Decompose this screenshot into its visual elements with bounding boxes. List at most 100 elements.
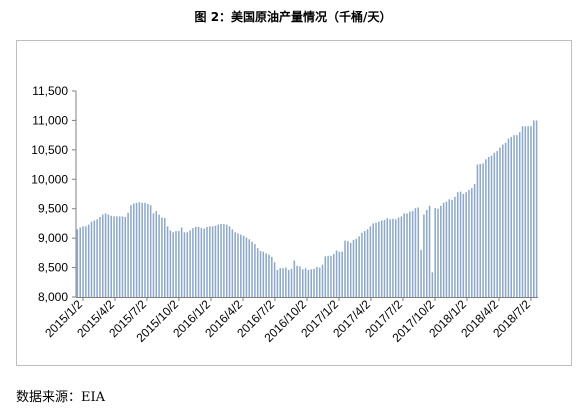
bar	[431, 272, 434, 297]
bar	[341, 251, 343, 297]
y-tick-label: 9,500	[38, 202, 68, 216]
bar	[248, 239, 251, 297]
bar	[124, 216, 127, 297]
bar	[152, 213, 155, 297]
bar	[513, 135, 515, 297]
bar	[161, 217, 163, 297]
bar	[504, 142, 507, 297]
bar	[487, 156, 490, 297]
bar	[375, 222, 377, 297]
bar	[347, 241, 349, 297]
bar	[183, 232, 186, 297]
bar	[372, 223, 374, 297]
bar	[468, 189, 470, 297]
bar	[223, 224, 225, 297]
bar	[220, 224, 222, 297]
bar	[99, 216, 101, 297]
bar	[400, 216, 403, 297]
bar	[361, 232, 363, 297]
bar	[271, 256, 273, 297]
bar	[282, 268, 284, 297]
bar	[197, 226, 200, 297]
bar	[406, 213, 408, 297]
bar	[420, 249, 422, 297]
bar	[256, 248, 259, 297]
bar	[302, 269, 304, 297]
bar	[287, 269, 290, 297]
bar	[502, 144, 504, 297]
bar	[442, 202, 445, 297]
bar	[324, 256, 327, 297]
bar	[130, 205, 132, 297]
bar	[386, 218, 389, 297]
y-tick-label: 10,000	[31, 172, 68, 186]
bar	[206, 226, 208, 297]
bar	[516, 135, 518, 297]
bar	[211, 226, 214, 297]
bar	[240, 234, 242, 297]
bar	[510, 136, 513, 297]
bar	[82, 226, 84, 297]
bar	[276, 269, 279, 297]
bar	[521, 126, 524, 297]
bar	[79, 227, 81, 297]
y-tick-label: 8,000	[38, 290, 68, 304]
bar	[166, 226, 169, 297]
bar	[363, 231, 366, 297]
bar	[107, 214, 110, 297]
bar	[369, 226, 372, 297]
bar	[144, 202, 146, 297]
bar	[96, 219, 98, 297]
bar	[349, 242, 352, 297]
bar	[194, 226, 197, 297]
bar	[380, 220, 383, 297]
bar	[456, 192, 459, 297]
bar	[175, 231, 177, 297]
bar	[93, 220, 96, 297]
bar	[459, 191, 462, 297]
bar	[104, 213, 107, 297]
bar	[414, 208, 417, 297]
chart-title: 图 2：美国原油产量情况（千桶/天）	[194, 10, 392, 24]
y-tick-label: 11,500	[32, 84, 68, 98]
bar	[163, 218, 166, 297]
bar	[127, 212, 129, 297]
bar	[101, 214, 104, 297]
bar	[448, 199, 451, 297]
bar	[251, 241, 253, 297]
bar	[147, 204, 149, 297]
chart-frame: 8,000 8,500 9,000 9,500 10,000 10,500 11,000 11…	[16, 40, 572, 366]
bar	[234, 232, 236, 297]
bar	[425, 209, 428, 297]
bar	[110, 215, 112, 297]
bar	[451, 199, 453, 297]
bar	[490, 155, 493, 297]
bar	[344, 240, 346, 297]
bar	[138, 202, 141, 297]
y-tick-label: 10,500	[31, 143, 68, 157]
bar	[318, 267, 321, 297]
data-source-note: 数据来源：EIA	[16, 390, 106, 405]
bar	[479, 163, 482, 297]
bar	[366, 229, 369, 297]
bar	[116, 216, 118, 297]
bar	[471, 188, 473, 297]
bar	[304, 268, 307, 297]
y-tick-label: 11,000	[32, 113, 68, 127]
bar	[321, 264, 324, 297]
bar	[180, 227, 183, 297]
bar	[434, 208, 436, 297]
bar	[409, 211, 411, 297]
bar	[493, 152, 496, 297]
bar	[485, 159, 487, 297]
bar	[121, 216, 124, 297]
bar	[296, 265, 298, 297]
bar	[285, 267, 287, 297]
bar	[155, 211, 158, 297]
bar	[259, 251, 262, 297]
bar	[225, 224, 228, 297]
bar	[507, 138, 510, 297]
bar	[310, 269, 312, 297]
bar	[87, 224, 90, 297]
bar	[473, 183, 476, 297]
